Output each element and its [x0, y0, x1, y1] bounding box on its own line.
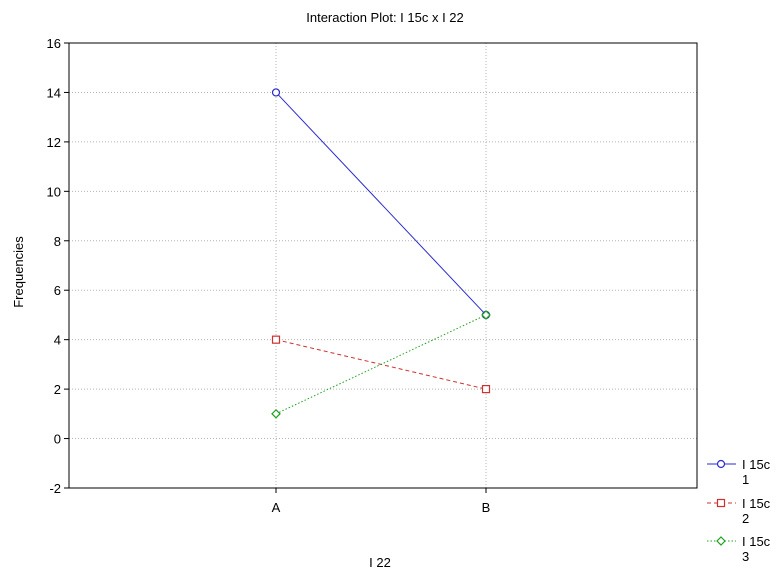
y-tick-label: 4	[54, 333, 61, 348]
chart-title: Interaction Plot: I 15c x I 22	[306, 10, 464, 25]
legend-label: I 15c	[742, 496, 771, 511]
legend-label-level: 1	[742, 472, 749, 487]
data-point	[271, 408, 281, 419]
legend-label: I 15c	[742, 457, 771, 472]
series-group	[271, 88, 491, 419]
x-tick-label: B	[482, 500, 491, 515]
series-line	[275, 92, 487, 316]
plot-area	[68, 42, 698, 489]
axes-ticks: -2 0 2 4 6 8 10 12 14 16 A B	[47, 36, 491, 515]
y-tick-label: 10	[47, 184, 61, 199]
legend-label-level: 2	[742, 511, 749, 526]
legend-label-level: 3	[742, 549, 749, 564]
legend-marker	[716, 459, 726, 469]
legend-marker	[716, 536, 726, 546]
series-3	[271, 310, 491, 419]
x-tick-label: A	[272, 500, 281, 515]
y-tick-label: -2	[49, 481, 61, 496]
series-line	[275, 314, 487, 415]
legend-marker	[716, 498, 726, 508]
grid	[69, 43, 697, 488]
y-tick-label: 2	[54, 382, 61, 397]
y-tick-label: 12	[47, 135, 61, 150]
legend-label: I 15c	[742, 534, 771, 549]
data-point	[271, 335, 281, 344]
data-point	[481, 385, 491, 394]
y-axis-label: Frequencies	[11, 236, 26, 308]
y-tick-label: 6	[54, 283, 61, 298]
data-point	[481, 310, 491, 320]
y-tick-label: 14	[47, 85, 61, 100]
y-tick-label: 8	[54, 234, 61, 249]
data-point	[271, 88, 281, 97]
x-axis-label: I 22	[369, 555, 391, 570]
y-tick-label: 16	[47, 36, 61, 51]
y-tick-label: 0	[54, 432, 61, 447]
